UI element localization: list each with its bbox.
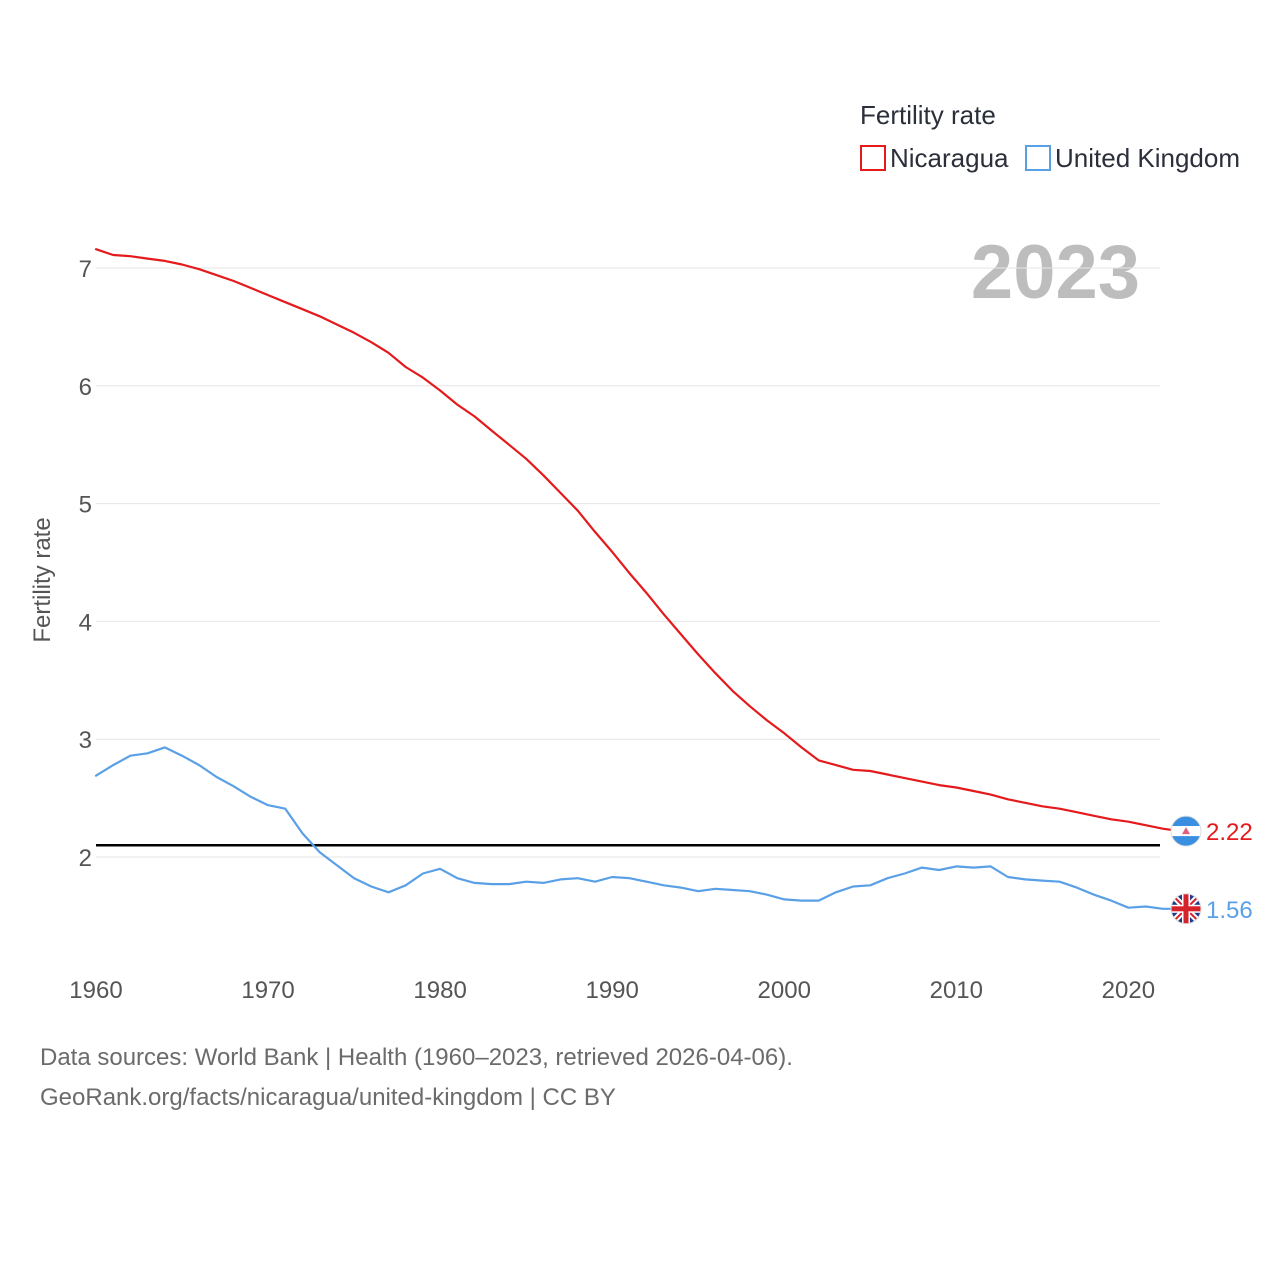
y-axis-title: Fertility rate xyxy=(29,517,56,642)
footer-sources: Data sources: World Bank | Health (1960–… xyxy=(40,1044,793,1071)
x-tick-label: 2020 xyxy=(1102,977,1155,1004)
y-tick-label: 2 xyxy=(79,845,92,872)
y-tick-label: 4 xyxy=(79,609,92,636)
end-label-nicaragua: 2.22 xyxy=(1206,819,1253,846)
y-axis-ticks: 2 3 4 5 6 7 xyxy=(79,256,92,872)
footer-attribution[interactable]: GeoRank.org/facts/nicaragua/united-kingd… xyxy=(40,1084,616,1111)
legend-item-united-kingdom[interactable]: United Kingdom xyxy=(1025,143,1240,173)
series-line-united-kingdom[interactable] xyxy=(94,746,1182,910)
end-label-united-kingdom: 1.56 xyxy=(1206,897,1253,924)
x-tick-label: 2010 xyxy=(930,977,983,1004)
year-label: 2023 xyxy=(971,230,1140,315)
legend: Fertility rate Nicaragua United Kingdom xyxy=(860,100,1240,173)
x-tick-label: 1960 xyxy=(69,977,122,1004)
legend-item-nicaragua[interactable]: Nicaragua xyxy=(860,143,1009,173)
x-axis-ticks: 1960 1970 1980 1990 2000 2010 2020 xyxy=(69,977,1155,1004)
y-tick-label: 7 xyxy=(79,256,92,283)
legend-label-united-kingdom: United Kingdom xyxy=(1055,143,1240,173)
x-tick-label: 1980 xyxy=(413,977,466,1004)
legend-swatch-united-kingdom xyxy=(1025,145,1051,171)
legend-title: Fertility rate xyxy=(860,100,996,130)
end-labels: 2.22 1.56 xyxy=(1206,819,1253,924)
x-tick-label: 1990 xyxy=(585,977,638,1004)
series-line-nicaragua[interactable] xyxy=(94,248,1182,833)
y-tick-label: 5 xyxy=(79,492,92,519)
legend-label-nicaragua: Nicaragua xyxy=(890,143,1009,173)
nicaragua-flag-icon xyxy=(1170,815,1202,847)
y-tick-label: 3 xyxy=(79,727,92,754)
gridlines xyxy=(96,267,1160,858)
united-kingdom-flag-icon xyxy=(1170,893,1202,925)
y-tick-label: 6 xyxy=(79,374,92,401)
x-tick-label: 1970 xyxy=(241,977,294,1004)
series-layer xyxy=(94,248,1182,910)
x-tick-label: 2000 xyxy=(758,977,811,1004)
legend-swatch-nicaragua xyxy=(860,145,886,171)
